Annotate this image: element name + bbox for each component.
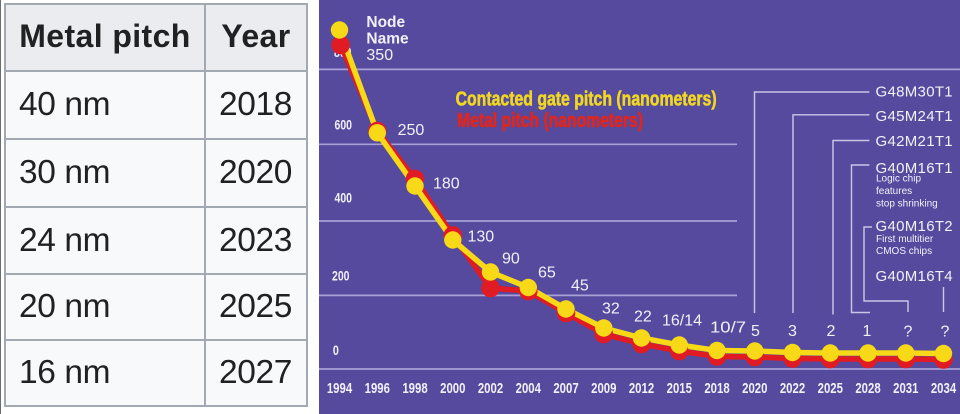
svg-text:2004: 2004 [516,381,541,397]
svg-text:?: ? [904,324,913,341]
svg-text:stop shrinking: stop shrinking [876,199,938,210]
svg-text:1994: 1994 [327,381,352,397]
svg-text:600: 600 [335,118,353,133]
svg-text:90: 90 [502,251,520,268]
svg-text:1998: 1998 [402,381,427,397]
svg-text:G40M16T1: G40M16T1 [876,160,953,177]
svg-text:Metal pitch (nanometers): Metal pitch (nanometers) [457,109,643,132]
svg-text:First multitier: First multitier [876,234,934,245]
svg-text:16/14: 16/14 [662,313,702,330]
svg-text:130: 130 [468,229,495,246]
svg-text:2018: 2018 [704,381,729,397]
svg-text:G42M21T1: G42M21T1 [876,133,953,150]
svg-text:2: 2 [827,323,836,340]
svg-text:32: 32 [602,301,620,318]
svg-text:G40M16T4: G40M16T4 [876,268,953,285]
svg-text:350: 350 [366,47,393,64]
svg-text:2000: 2000 [440,381,465,397]
svg-text:2031: 2031 [893,381,918,397]
svg-text:5: 5 [751,323,760,340]
svg-text:250: 250 [398,122,425,139]
svg-text:2002: 2002 [478,381,503,397]
svg-text:22: 22 [634,309,652,326]
svg-text:65: 65 [538,265,556,282]
svg-text:400: 400 [335,190,353,205]
svg-text:2007: 2007 [553,381,578,397]
svg-text:G40M16T2: G40M16T2 [876,218,953,235]
svg-text:2028: 2028 [855,381,880,397]
svg-text:Node: Node [366,14,405,31]
svg-text:45: 45 [571,278,589,295]
svg-text:2012: 2012 [629,381,654,397]
svg-text:2020: 2020 [742,381,767,397]
svg-text:Logic chip: Logic chip [876,174,921,185]
svg-text:2025: 2025 [818,381,843,397]
svg-text:3: 3 [788,323,797,340]
svg-text:2015: 2015 [667,381,692,397]
svg-text:2022: 2022 [780,381,805,397]
svg-text:0: 0 [333,343,339,358]
svg-text:G48M30T1: G48M30T1 [876,84,953,101]
svg-text:features: features [876,186,912,197]
svg-text:Contacted gate pitch (nanomete: Contacted gate pitch (nanometers) [456,88,717,111]
svg-text:G45M24T1: G45M24T1 [876,108,953,125]
svg-text:2009: 2009 [591,381,616,397]
svg-text:1996: 1996 [365,381,390,397]
svg-text:180: 180 [433,176,460,193]
svg-text:CMOS chips: CMOS chips [876,246,932,257]
svg-text:10/7: 10/7 [710,320,746,337]
svg-text:?: ? [941,324,950,341]
svg-text:200: 200 [332,269,350,284]
svg-text:Name: Name [366,31,409,48]
svg-text:1: 1 [863,323,872,340]
svg-text:2034: 2034 [931,381,956,397]
